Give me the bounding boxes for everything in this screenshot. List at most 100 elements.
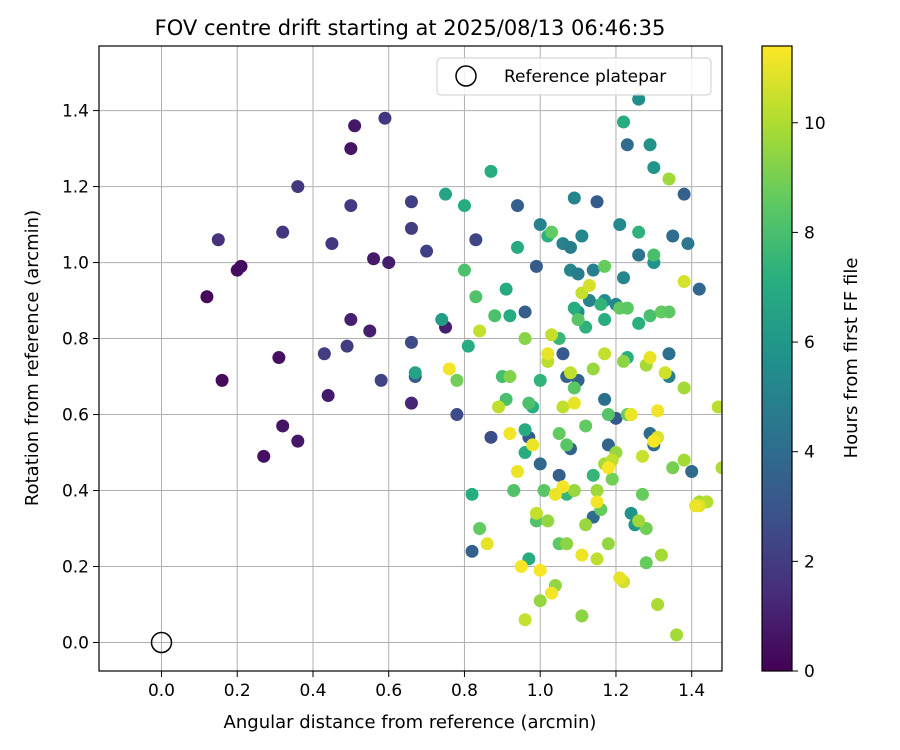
- scatter-point: [450, 408, 464, 422]
- scatter-point: [344, 142, 358, 156]
- x-tick-label: 1.4: [678, 681, 705, 701]
- scatter-point: [556, 400, 570, 414]
- scatter-point: [567, 301, 581, 315]
- scatter-point: [541, 347, 555, 361]
- legend: Reference platepar: [436, 57, 712, 96]
- scatter-point: [488, 309, 502, 323]
- scatter-point: [276, 419, 290, 433]
- scatter-point: [499, 282, 513, 296]
- scatter-point: [552, 468, 566, 482]
- scatter-point: [291, 434, 305, 448]
- scatter-point: [291, 180, 305, 194]
- scatter-point: [613, 571, 627, 585]
- scatter-point: [503, 370, 517, 384]
- scatter-point: [529, 259, 543, 273]
- scatter-point: [598, 259, 612, 273]
- scatter-point: [670, 628, 684, 642]
- scatter-point: [234, 259, 248, 273]
- scatter-point: [662, 172, 676, 186]
- scatter-point: [643, 309, 657, 323]
- scatter-point: [533, 457, 547, 471]
- scatter-point: [556, 480, 570, 494]
- scatter-points: [200, 92, 722, 642]
- scatter-point: [518, 332, 532, 346]
- scatter-point: [321, 389, 335, 403]
- scatter-point: [484, 164, 498, 178]
- scatter-point: [503, 427, 517, 441]
- scatter-point: [639, 556, 653, 570]
- scatter-point: [632, 514, 646, 528]
- scatter-point: [541, 514, 555, 528]
- scatter-point: [688, 499, 702, 513]
- scatter-point: [590, 495, 604, 509]
- scatter-point: [503, 309, 517, 323]
- scatter-point: [647, 434, 661, 448]
- scatter-point: [325, 237, 339, 251]
- scatter-point: [647, 248, 661, 262]
- scatter-point: [620, 138, 634, 152]
- legend-marker-icon: [455, 65, 477, 87]
- scatter-point: [590, 484, 604, 498]
- scatter-point: [492, 400, 506, 414]
- scatter-point: [692, 282, 706, 296]
- scatter-point: [571, 267, 585, 281]
- x-tick-label: 0.4: [299, 681, 326, 701]
- scatter-point: [651, 404, 665, 418]
- scatter-point: [624, 408, 638, 422]
- scatter-point: [662, 305, 676, 319]
- scatter-point: [567, 191, 581, 205]
- scatter-point: [632, 248, 646, 262]
- scatter-point: [404, 195, 418, 209]
- scatter-point: [711, 400, 722, 414]
- scatter-point: [677, 275, 691, 289]
- scatter-point: [211, 233, 225, 247]
- scatter-point: [552, 427, 566, 441]
- colorbar-ticks: 0 2 4 6 8 10: [792, 114, 826, 682]
- scatter-point: [344, 313, 358, 327]
- colorbar-tick-label: 10: [804, 114, 826, 134]
- scatter-point: [666, 229, 680, 243]
- scatter-point: [617, 115, 631, 129]
- scatter-point: [367, 252, 381, 266]
- scatter-point: [651, 598, 665, 612]
- reference-point-marker: [150, 631, 173, 654]
- scatter-point: [613, 218, 627, 232]
- scatter-point: [404, 335, 418, 349]
- scatter-point: [507, 484, 521, 498]
- scatter-point: [598, 392, 612, 406]
- y-tick-label: 0.8: [62, 330, 89, 350]
- scatter-point: [473, 522, 487, 536]
- scatter-point: [560, 537, 574, 551]
- scatter-point: [518, 613, 532, 627]
- y-tick-label: 1.2: [62, 178, 89, 198]
- scatter-point: [537, 484, 551, 498]
- scatter-point: [715, 461, 722, 475]
- scatter-point: [480, 537, 494, 551]
- scatter-point: [632, 92, 646, 106]
- scatter-point: [276, 225, 290, 239]
- scatter-point: [564, 240, 578, 254]
- colorbar: [762, 46, 792, 671]
- scatter-point: [590, 552, 604, 566]
- y-axis-ticks: 0.0 0.2 0.4 0.6 0.8 1.0 1.2 1.4: [62, 102, 99, 654]
- y-tick-label: 1.4: [62, 102, 89, 122]
- scatter-point: [510, 465, 524, 479]
- colorbar-tick-label: 2: [804, 552, 815, 572]
- scatter-point: [666, 461, 680, 475]
- scatter-point: [465, 487, 479, 501]
- scatter-point: [533, 563, 547, 577]
- scatter-point: [594, 297, 608, 311]
- scatter-point: [598, 347, 612, 361]
- scatter-point: [435, 313, 449, 327]
- x-axis-ticks: 0.0 0.2 0.4 0.6 0.8 1.0 1.2 1.4: [148, 671, 705, 701]
- scatter-point: [632, 316, 646, 330]
- scatter-point: [522, 396, 536, 410]
- scatter-point: [200, 290, 214, 304]
- x-tick-label: 1.0: [527, 681, 554, 701]
- plot-frame: [98, 45, 723, 672]
- scatter-point: [518, 423, 532, 437]
- x-tick-label: 0.6: [375, 681, 402, 701]
- scatter-point: [473, 324, 487, 338]
- scatter-point: [510, 240, 524, 254]
